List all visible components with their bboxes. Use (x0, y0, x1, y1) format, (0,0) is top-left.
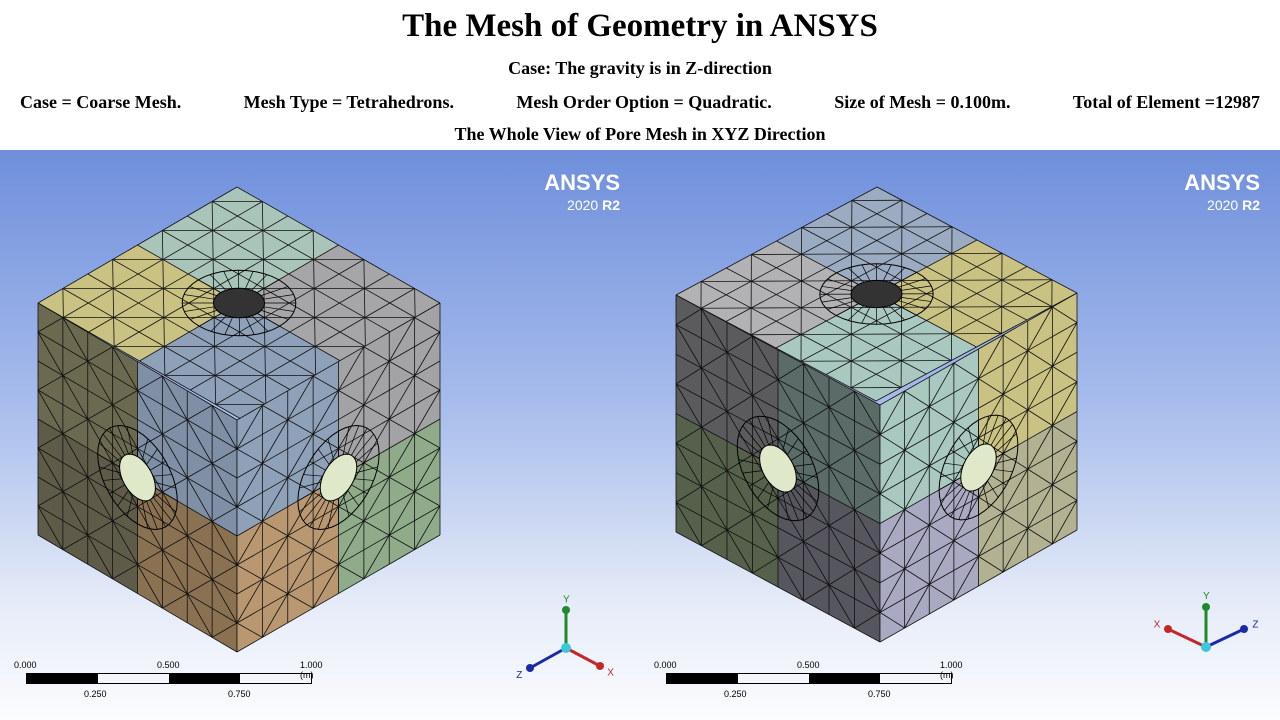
left-mesh (675, 294, 881, 643)
axis-label-z: Z (1252, 620, 1258, 631)
axis-label-x: X (1154, 620, 1161, 631)
pore-hole (819, 263, 934, 325)
pore-hole (938, 414, 1019, 521)
axis-label-y: Y (563, 595, 570, 606)
viewport-right[interactable]: X Y Z ANSYS 2020 R2 0.000 0.500 1.000 (m) 0… (640, 150, 1280, 720)
scale-bar: 0.000 0.500 1.000 (m) 0.250 0.750 (14, 660, 323, 699)
element-count-label: Total of Element =12987 (1072, 92, 1260, 112)
axis-triad: X Y Z (516, 595, 614, 681)
axis-triad: X Y Z (1154, 591, 1259, 652)
page-title: The Mesh of Geometry in ANSYS (402, 8, 878, 44)
mesh-info-row: Case = Coarse Mesh. Mesh Type = Tetrahed… (0, 92, 1280, 113)
case-label: Case = Coarse Mesh. (20, 92, 182, 112)
axis-label-y: Y (1203, 591, 1210, 602)
ansys-logo: ANSYS 2020 R2 (544, 170, 620, 214)
pore-hole (181, 269, 297, 337)
ansys-logo: ANSYS 2020 R2 (1184, 170, 1260, 214)
viewport-left[interactable]: X Y Z ANSYS 2020 R2 0.000 0.500 1.000 (m) 0… (0, 150, 640, 720)
axis-label-z: Z (516, 670, 522, 681)
axis-label-x: X (607, 667, 614, 678)
left-mesh (37, 302, 238, 653)
mesh-cube-left: X Y Z (37, 186, 614, 681)
view-caption: The Whole View of Pore Mesh in XYZ Direc… (454, 124, 826, 144)
scale-bar: 0.000 0.500 1.000 (m) 0.250 0.750 (654, 660, 963, 699)
mesh-order-label: Mesh Order Option = Quadratic. (516, 92, 772, 112)
mesh-size-label: Size of Mesh = 0.100m. (834, 92, 1011, 112)
mesh-cube-right: X Y Z (675, 186, 1259, 652)
subtitle: Case: The gravity is in Z-direction (508, 58, 772, 78)
right-mesh (879, 292, 1078, 643)
pore-hole (297, 425, 380, 530)
right-mesh (236, 302, 441, 653)
pore-hole (97, 425, 178, 530)
pore-hole (736, 415, 820, 522)
mesh-type-label: Mesh Type = Tetrahedrons. (243, 92, 454, 112)
